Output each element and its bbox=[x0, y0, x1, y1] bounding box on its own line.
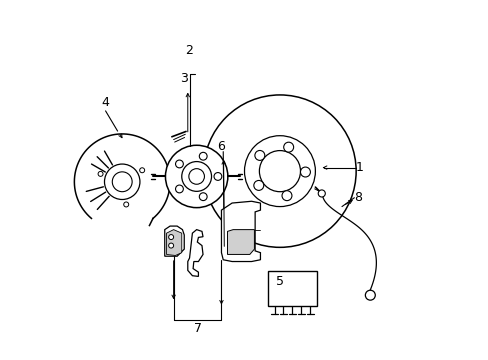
FancyBboxPatch shape bbox=[267, 271, 316, 306]
Circle shape bbox=[365, 290, 374, 300]
Polygon shape bbox=[166, 230, 182, 256]
Circle shape bbox=[282, 191, 291, 201]
Circle shape bbox=[175, 160, 183, 168]
Circle shape bbox=[203, 95, 355, 247]
Polygon shape bbox=[221, 201, 260, 261]
Circle shape bbox=[244, 136, 315, 207]
Circle shape bbox=[199, 152, 207, 160]
Circle shape bbox=[188, 168, 204, 184]
Circle shape bbox=[182, 162, 211, 192]
Circle shape bbox=[283, 142, 293, 152]
Circle shape bbox=[165, 145, 227, 208]
Text: 4: 4 bbox=[102, 95, 109, 108]
Text: 5: 5 bbox=[275, 275, 284, 288]
Circle shape bbox=[300, 167, 310, 177]
Text: 2: 2 bbox=[185, 44, 193, 57]
Text: 7: 7 bbox=[194, 322, 202, 336]
Text: 8: 8 bbox=[353, 190, 361, 203]
Text: 1: 1 bbox=[355, 161, 363, 174]
Circle shape bbox=[259, 150, 300, 192]
Circle shape bbox=[253, 180, 263, 190]
Circle shape bbox=[98, 171, 103, 176]
Circle shape bbox=[318, 190, 325, 197]
Circle shape bbox=[123, 202, 128, 207]
Circle shape bbox=[168, 243, 173, 248]
Circle shape bbox=[168, 235, 173, 239]
Circle shape bbox=[254, 150, 264, 161]
Polygon shape bbox=[187, 230, 203, 276]
Circle shape bbox=[104, 164, 140, 199]
Circle shape bbox=[112, 172, 132, 192]
Circle shape bbox=[214, 172, 222, 180]
Polygon shape bbox=[164, 226, 184, 256]
Circle shape bbox=[199, 193, 207, 201]
Polygon shape bbox=[227, 230, 254, 255]
Text: 6: 6 bbox=[217, 140, 225, 153]
Circle shape bbox=[175, 185, 183, 193]
Text: 3: 3 bbox=[180, 72, 188, 85]
Circle shape bbox=[140, 168, 144, 173]
